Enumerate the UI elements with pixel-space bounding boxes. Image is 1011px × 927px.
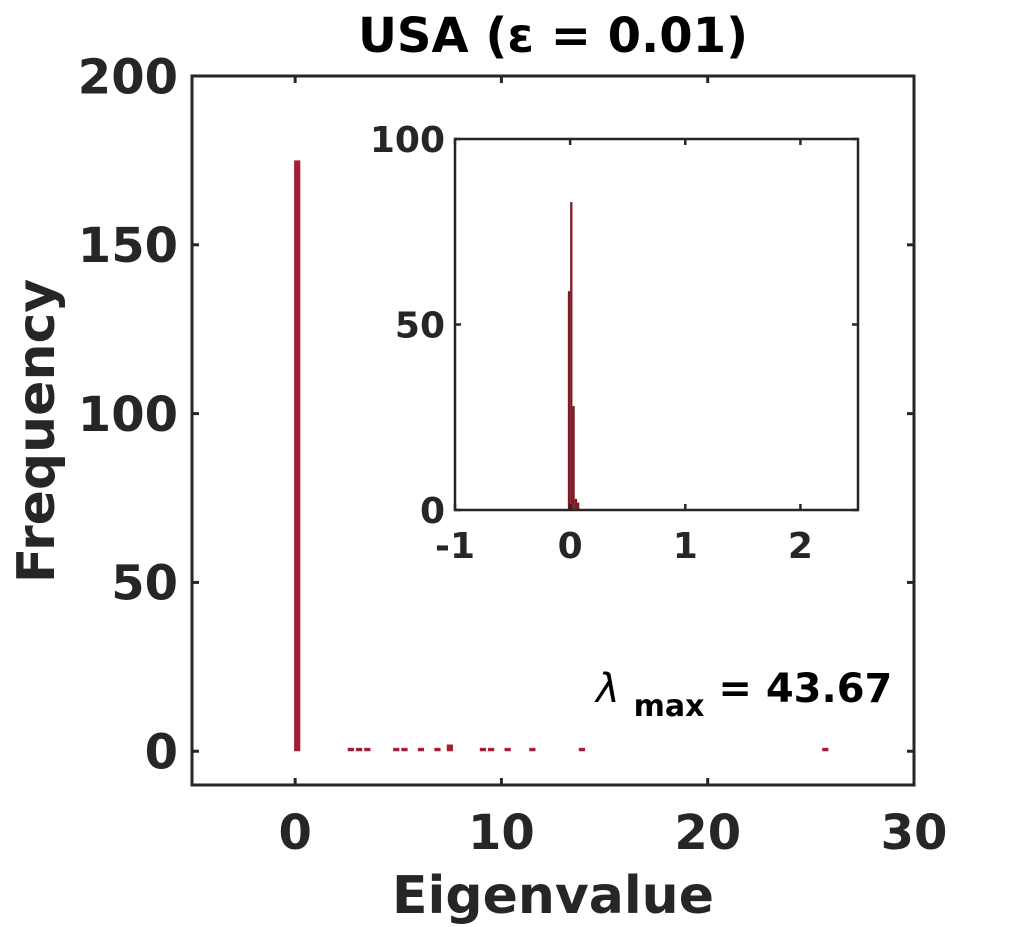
inset-y-tick-label-0: 0 bbox=[420, 491, 445, 532]
main-bar-4 bbox=[393, 747, 400, 752]
x-axis-label: Eigenvalue bbox=[392, 866, 714, 926]
main-bar-8 bbox=[446, 744, 453, 752]
main-x-tick-label-0: 0 bbox=[278, 805, 311, 861]
main-bar-13 bbox=[578, 747, 585, 752]
main-x-tick-label-1: 10 bbox=[468, 805, 535, 861]
inset-x-tick-label-3: 2 bbox=[788, 526, 813, 567]
inset-bar-4 bbox=[577, 502, 580, 510]
main-y-tick-label-1: 50 bbox=[111, 556, 178, 612]
main-y-tick-label-0: 0 bbox=[145, 725, 178, 781]
main-bar-12 bbox=[529, 747, 536, 752]
inset-bar-2 bbox=[572, 406, 575, 510]
main-bar-11 bbox=[504, 747, 511, 752]
inset-bars bbox=[567, 202, 580, 510]
inset-x-tick-label-0: -1 bbox=[435, 526, 475, 567]
inset-y-tick-label-2: 100 bbox=[370, 120, 445, 161]
main-x-tick-label-3: 30 bbox=[881, 805, 948, 861]
main-bar-0 bbox=[294, 160, 301, 752]
inset-x-tick-label-2: 1 bbox=[673, 526, 698, 567]
lambda-max-annotation: λ max = 43.67 bbox=[594, 666, 892, 726]
main-y-tick-label-3: 150 bbox=[78, 218, 178, 274]
inset-plot-area bbox=[455, 139, 858, 510]
main-bar-10 bbox=[488, 747, 495, 752]
inset-bar-1 bbox=[570, 202, 573, 510]
lambda-subscript: max bbox=[634, 689, 705, 724]
main-bar-3 bbox=[364, 747, 371, 752]
lambda-symbol: λ bbox=[594, 666, 620, 712]
main-y-tick-label-2: 100 bbox=[78, 387, 178, 443]
main-y-tick-label-4: 200 bbox=[78, 49, 178, 105]
chart-title: USA (ε = 0.01) bbox=[358, 8, 748, 64]
lambda-value: = 43.67 bbox=[718, 666, 892, 712]
inset-x-tick-label-1: 0 bbox=[558, 526, 583, 567]
inset-y-tick-label-1: 50 bbox=[395, 305, 445, 346]
main-bars bbox=[294, 160, 829, 752]
inset-background bbox=[455, 139, 858, 510]
y-axis-label: Frequency bbox=[7, 279, 67, 583]
main-bar-6 bbox=[417, 747, 425, 752]
main-bar-2 bbox=[355, 747, 363, 752]
inset-bar-0 bbox=[567, 291, 571, 510]
main-axes-frame bbox=[190, 74, 916, 787]
main-bar-7 bbox=[434, 747, 441, 752]
main-bar-14 bbox=[822, 747, 829, 752]
main-bar-9 bbox=[479, 747, 486, 752]
main-bar-1 bbox=[347, 747, 354, 752]
inset-bar-3 bbox=[574, 498, 578, 510]
main-bar-5 bbox=[401, 747, 408, 752]
main-x-tick-label-2: 20 bbox=[674, 805, 741, 861]
